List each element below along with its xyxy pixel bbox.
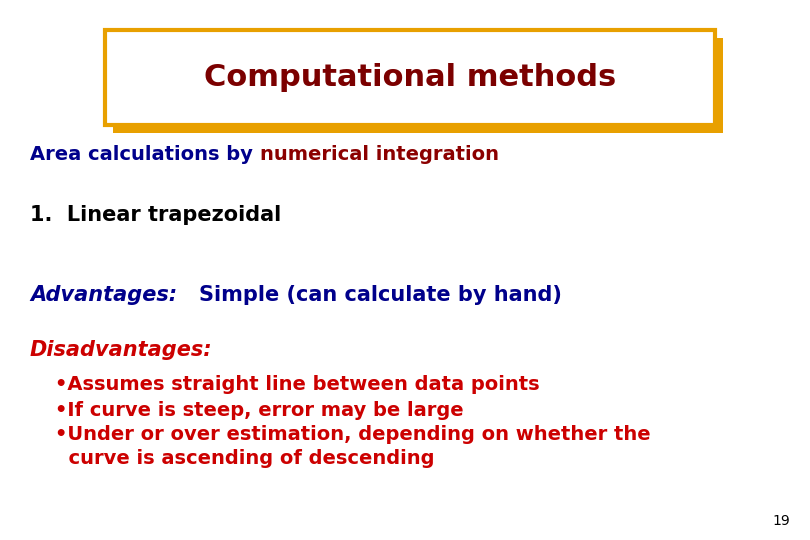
- Text: numerical integration: numerical integration: [260, 145, 499, 165]
- Text: Disadvantages:: Disadvantages:: [30, 340, 212, 360]
- Text: 19: 19: [772, 514, 790, 528]
- Text: Computational methods: Computational methods: [204, 64, 616, 92]
- Text: Advantages:: Advantages:: [30, 285, 199, 305]
- Text: 1.  Linear trapezoidal: 1. Linear trapezoidal: [30, 205, 281, 225]
- Text: Area calculations by: Area calculations by: [30, 145, 260, 165]
- FancyBboxPatch shape: [105, 30, 715, 125]
- FancyBboxPatch shape: [113, 38, 723, 133]
- Text: curve is ascending of descending: curve is ascending of descending: [55, 449, 434, 468]
- Text: •Under or over estimation, depending on whether the: •Under or over estimation, depending on …: [55, 426, 650, 444]
- Text: Simple (can calculate by hand): Simple (can calculate by hand): [199, 285, 562, 305]
- Text: •If curve is steep, error may be large: •If curve is steep, error may be large: [55, 401, 463, 420]
- Text: •Assumes straight line between data points: •Assumes straight line between data poin…: [55, 375, 539, 395]
